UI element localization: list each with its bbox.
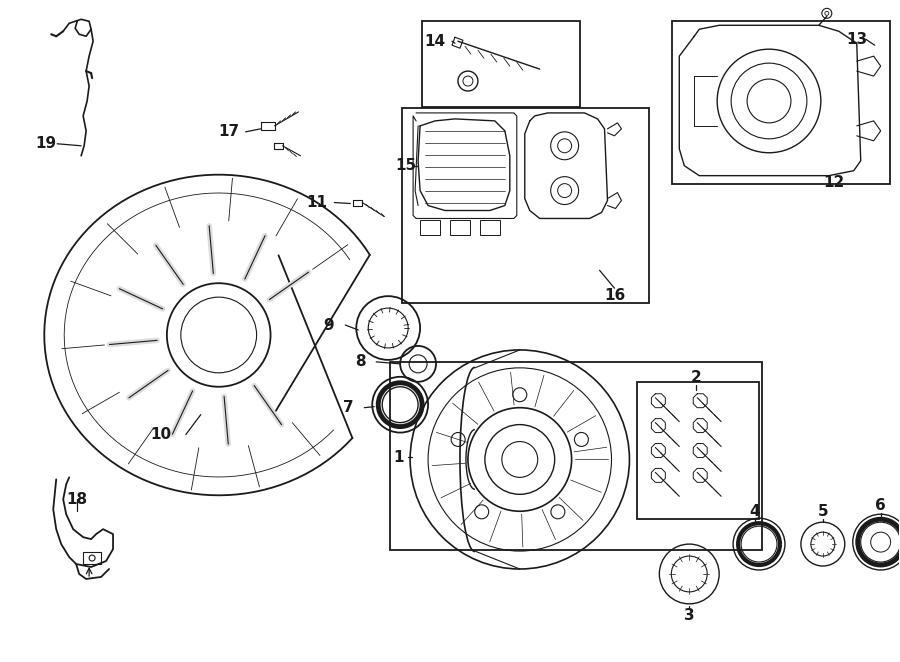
Text: 16: 16: [604, 288, 626, 303]
Text: 17: 17: [218, 124, 239, 139]
Text: 3: 3: [684, 608, 695, 624]
Text: 6: 6: [876, 498, 886, 513]
Bar: [422, 21, 580, 107]
Text: 9: 9: [323, 318, 334, 332]
Text: 5: 5: [817, 504, 828, 519]
Text: 11: 11: [306, 195, 327, 210]
Text: 4: 4: [750, 504, 760, 519]
Bar: [480, 220, 500, 236]
Text: 13: 13: [846, 32, 868, 47]
Text: 2: 2: [691, 370, 702, 385]
Text: 10: 10: [150, 427, 172, 442]
Bar: [420, 220, 440, 236]
Text: 19: 19: [36, 136, 57, 152]
Bar: [450, 220, 470, 236]
Text: 14: 14: [425, 34, 446, 49]
Bar: [391, 362, 762, 550]
Text: 12: 12: [824, 175, 844, 190]
Bar: [83, 552, 101, 564]
Text: 18: 18: [67, 492, 87, 507]
Text: 7: 7: [343, 400, 354, 415]
Bar: [402, 108, 650, 303]
Bar: [672, 21, 889, 183]
Text: 15: 15: [396, 158, 417, 173]
Text: 1: 1: [393, 450, 403, 465]
Bar: [637, 382, 759, 519]
Text: 8: 8: [355, 354, 365, 369]
